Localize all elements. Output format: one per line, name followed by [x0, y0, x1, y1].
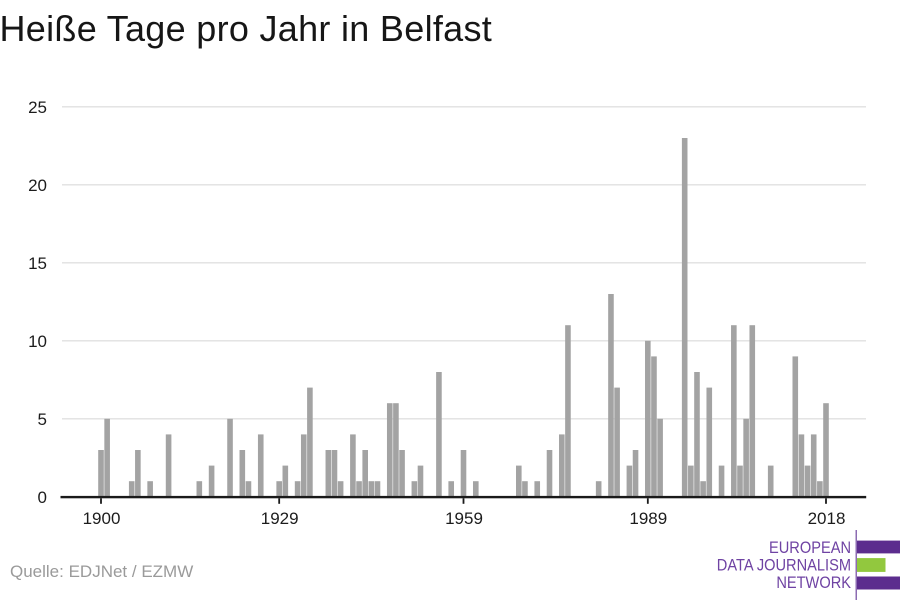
svg-text:Quelle: EDJNet / EZMW: Quelle: EDJNet / EZMW [10, 562, 193, 581]
svg-text:25: 25 [28, 98, 47, 117]
svg-text:NETWORK: NETWORK [776, 574, 851, 592]
svg-text:0: 0 [38, 488, 47, 507]
svg-text:15: 15 [28, 254, 47, 273]
svg-text:20: 20 [28, 176, 47, 195]
svg-text:Heiße Tage pro Jahr in Belfast: Heiße Tage pro Jahr in Belfast [0, 8, 492, 49]
svg-text:1959: 1959 [445, 509, 483, 528]
svg-text:1900: 1900 [83, 509, 121, 528]
svg-text:2018: 2018 [808, 509, 846, 528]
svg-text:EUROPEAN: EUROPEAN [769, 539, 851, 557]
svg-text:10: 10 [28, 332, 47, 351]
svg-text:1989: 1989 [629, 509, 667, 528]
svg-text:DATA JOURNALISM: DATA JOURNALISM [717, 557, 851, 575]
svg-text:5: 5 [38, 410, 47, 429]
svg-text:1929: 1929 [261, 509, 299, 528]
